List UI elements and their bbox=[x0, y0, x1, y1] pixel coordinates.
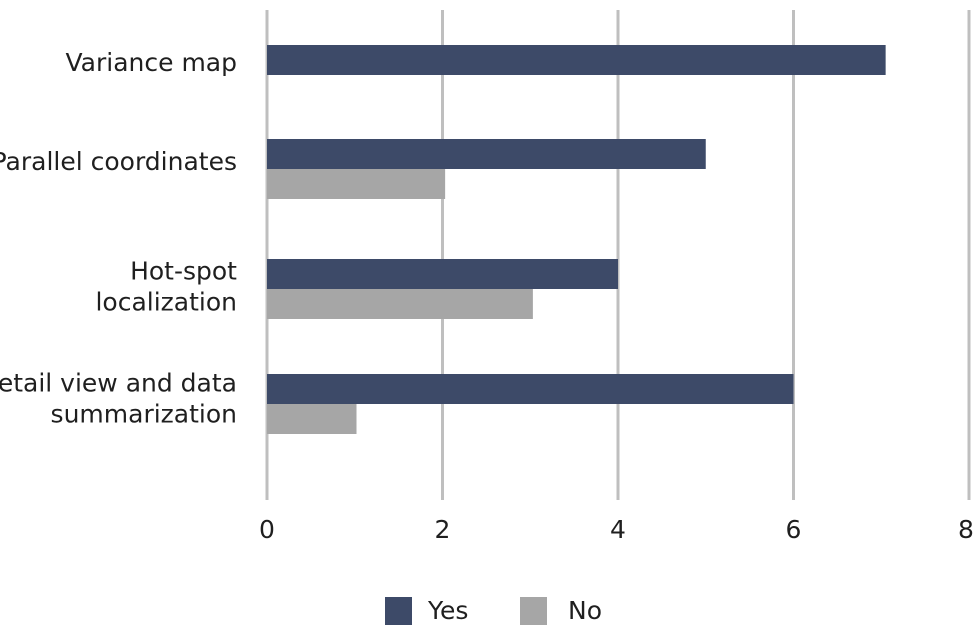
bar-yes-1 bbox=[267, 139, 706, 169]
bars-group bbox=[267, 45, 886, 434]
grid-lines bbox=[265, 10, 971, 500]
legend: Yes No bbox=[385, 596, 602, 625]
x-tick-label-2: 4 bbox=[610, 515, 626, 544]
x-tick-label-0: 0 bbox=[259, 515, 275, 544]
category-label-0-0: Variance map bbox=[66, 48, 237, 77]
x-tick-label-3: 6 bbox=[786, 515, 802, 544]
x-tick-label-4: 8 bbox=[958, 515, 974, 544]
x-tick-labels: 0 2 4 6 8 bbox=[259, 515, 974, 544]
category-label-2-0: Hot-spot bbox=[130, 257, 237, 286]
legend-swatch-no bbox=[520, 597, 547, 625]
bar-yes-2 bbox=[267, 259, 618, 289]
category-label-3-1: summarization bbox=[51, 400, 237, 429]
category-label-2-1: localization bbox=[95, 288, 237, 317]
bar-no-2 bbox=[267, 289, 533, 319]
bar-yes-0 bbox=[267, 45, 886, 75]
category-label-3-0: Detail view and data bbox=[0, 369, 237, 398]
legend-label-yes: Yes bbox=[427, 596, 468, 625]
x-tick-label-1: 2 bbox=[435, 515, 451, 544]
bar-no-1 bbox=[267, 169, 446, 199]
legend-label-no: No bbox=[568, 596, 602, 625]
legend-swatch-yes bbox=[385, 597, 412, 625]
bar-yes-3 bbox=[267, 374, 794, 404]
category-labels: Variance map Parallel coordinates Hot-spot… bbox=[0, 48, 237, 429]
category-label-1-0: Parallel coordinates bbox=[0, 147, 237, 176]
bar-no-3 bbox=[267, 404, 357, 434]
